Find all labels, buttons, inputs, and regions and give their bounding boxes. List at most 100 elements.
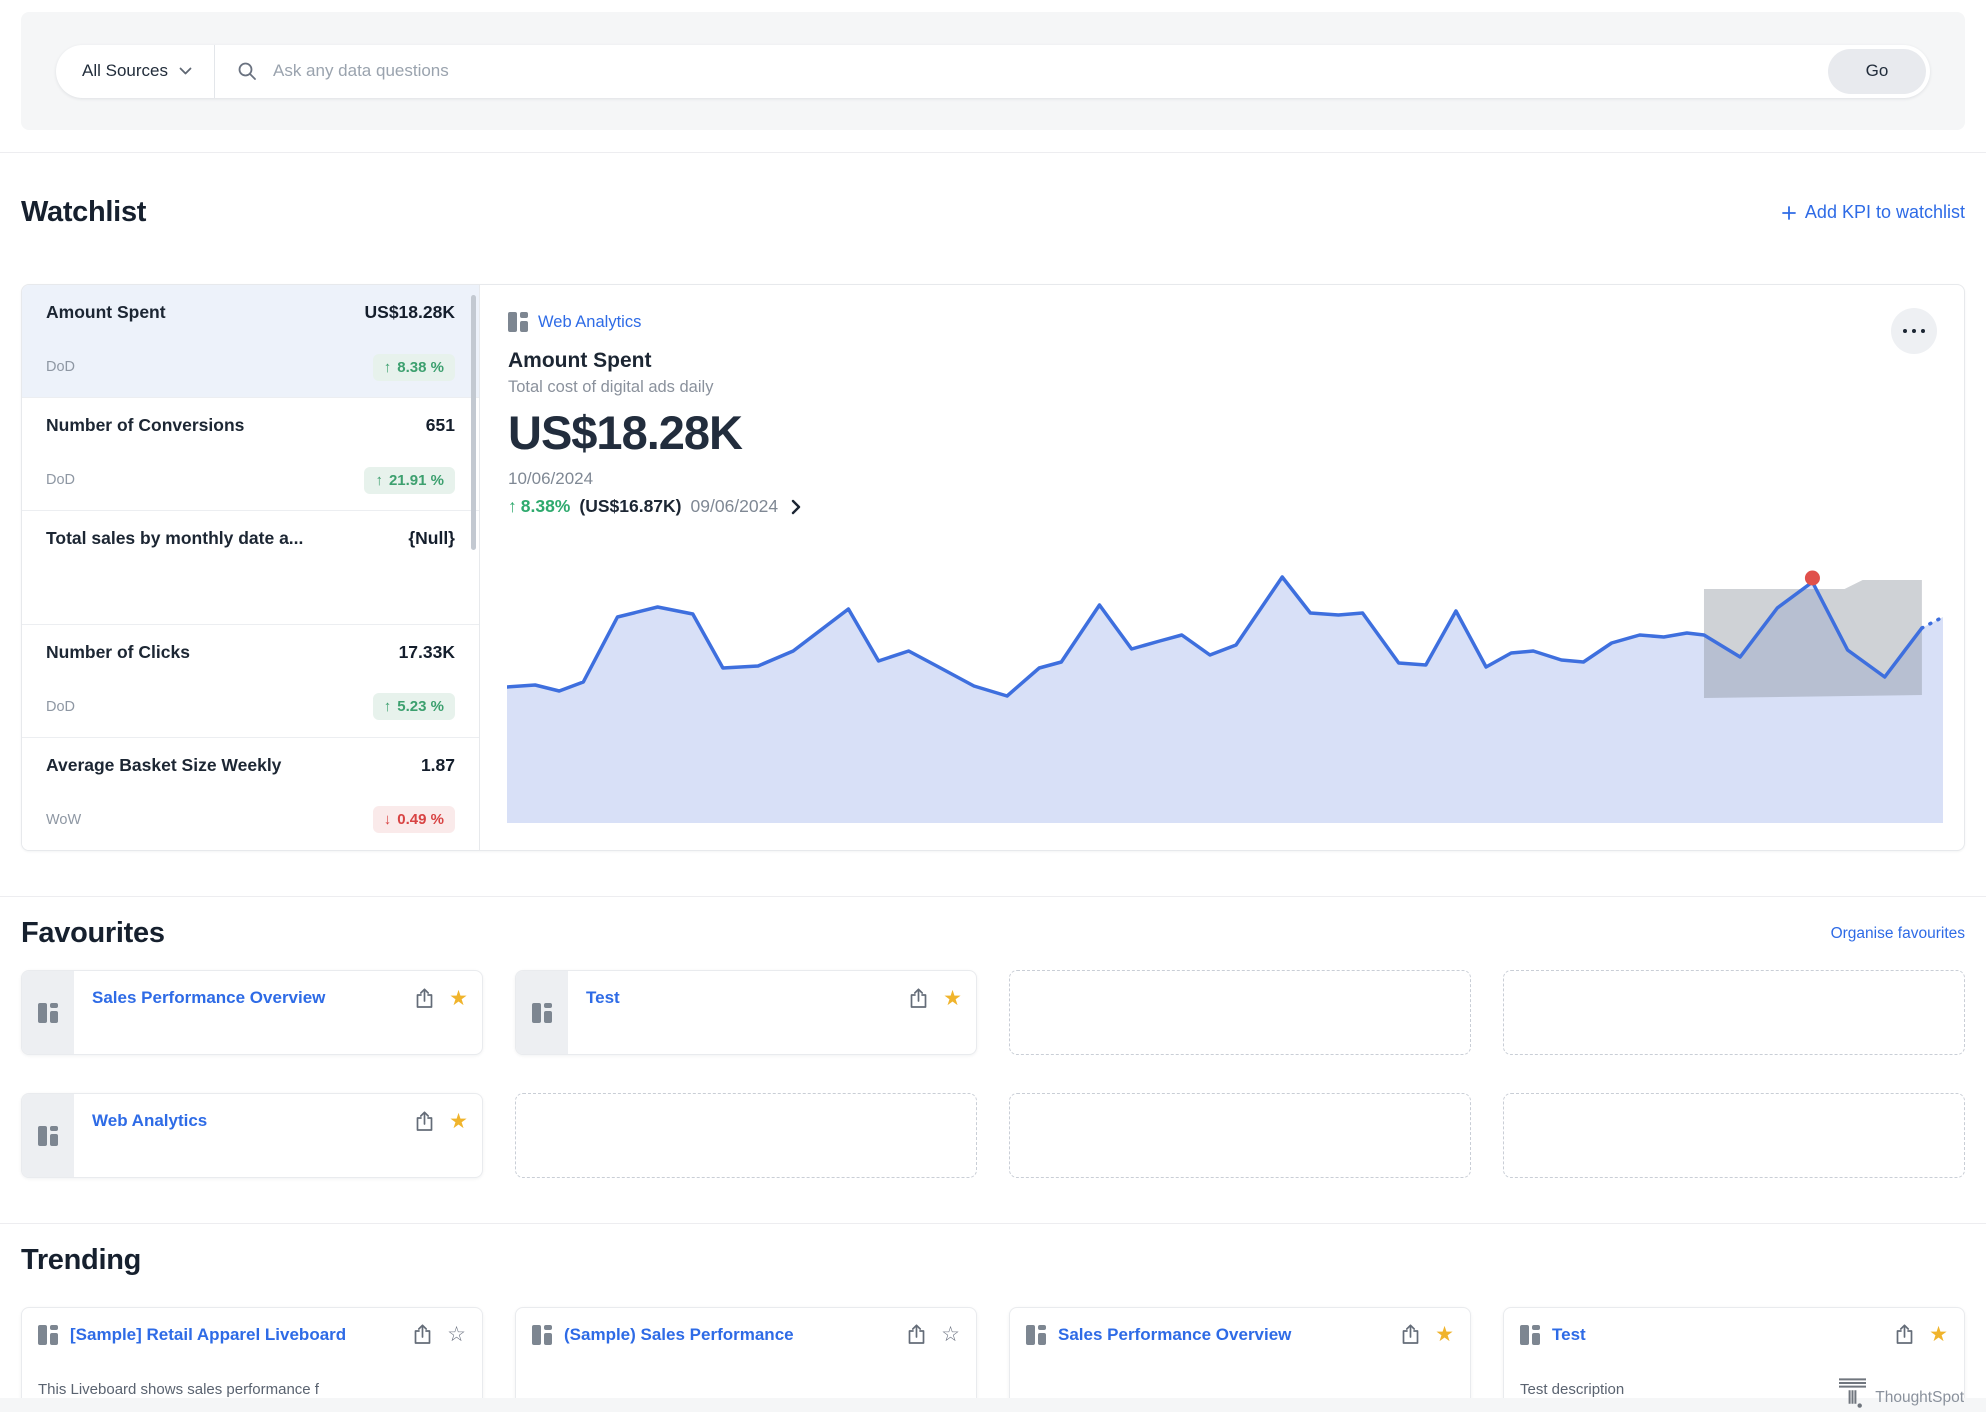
favourite-star-button[interactable] [943,988,962,1009]
trending-title-link[interactable]: Test [1552,1324,1586,1344]
favourites-title: Favourites [21,917,165,949]
detail-prev-date: 09/06/2024 [690,496,779,516]
favourite-star-button[interactable] [1929,1324,1948,1345]
liveboard-icon [532,1324,552,1345]
liveboard-icon [38,1324,58,1345]
search-input[interactable] [270,60,1828,82]
favourites-header: Favourites Organise favourites [21,917,1965,950]
kpi-row-number-of-clicks[interactable]: Number of Clicks 17.33K DoD ↑ 5.23 % [22,624,479,738]
star-filled-icon [943,988,962,1009]
kpi-row-amount-spent[interactable]: Amount Spent US$18.28K DoD ↑ 8.38 % [22,285,479,399]
arrow-up-icon: ↑ [508,496,517,516]
favourite-card-sales-performance-overview[interactable]: Sales Performance Overview [21,970,483,1055]
share-button[interactable] [1401,1324,1420,1345]
arrow-up-icon: ↑ [375,471,383,489]
kpi-change-value: 5.23 % [397,698,444,716]
star-filled-icon [449,988,468,1009]
kpi-value: 1.87 [420,754,455,775]
star-filled-icon [449,1111,468,1132]
share-icon [416,988,433,1008]
organise-favourites-link[interactable]: Organise favourites [1830,924,1965,942]
arrow-up-icon: ↑ [383,698,392,716]
share-icon [1896,1324,1913,1344]
section-divider [0,1223,1986,1224]
search-icon [238,62,256,80]
detail-change-row: ↑ 8.38% (US$16.87K) 09/06/2024 [508,496,1936,517]
source-liveboard-link[interactable]: Web Analytics [538,312,642,331]
trending-title-link[interactable]: Sales Performance Overview [1058,1324,1292,1344]
kpi-period: DoD [46,359,76,376]
share-button[interactable] [907,1324,926,1345]
go-button[interactable]: Go [1828,48,1926,94]
liveboard-icon [508,312,528,332]
add-kpi-label: Add KPI to watchlist [1804,202,1965,222]
detail-kpi-date: 10/06/2024 [508,469,594,488]
favourite-star-button[interactable] [1435,1324,1454,1345]
share-button[interactable] [413,1324,432,1345]
star-filled-icon [1929,1324,1948,1345]
favourite-star-button[interactable] [941,1324,960,1345]
kpi-period: DoD [46,472,76,489]
share-button[interactable] [415,988,434,1009]
detail-expand-button[interactable] [787,497,805,517]
trending-card-retail-apparel[interactable]: [Sample] Retail Apparel Liveboard This L… [21,1307,483,1412]
watchlist-panel: Amount Spent US$18.28K DoD ↑ 8.38 % Numbe… [21,284,1965,851]
favourite-star-button[interactable] [449,988,468,1009]
thoughtspot-logo-icon [1839,1378,1867,1408]
trending-card-sample-sales-performance[interactable]: (Sample) Sales Performance [515,1307,977,1412]
section-divider [0,152,1986,153]
arrow-up-icon: ↑ [383,358,392,376]
watchlist-scrollbar[interactable] [471,295,476,550]
kpi-change-badge: ↑ 21.91 % [364,466,455,494]
share-icon [908,1324,925,1344]
search-bar: All Sources Go [56,44,1930,98]
share-icon [416,1111,433,1131]
liveboard-icon [1520,1324,1540,1345]
more-options-button[interactable] [1891,308,1937,354]
favourite-title-link[interactable]: Web Analytics [92,1111,208,1130]
dot [1911,328,1917,334]
search-divider [213,44,215,98]
source-selector[interactable]: All Sources [56,45,214,98]
favourite-star-button[interactable] [449,1111,468,1132]
favourite-placeholder [1009,970,1471,1055]
share-button[interactable] [909,988,928,1009]
liveboard-icon [38,1002,58,1023]
favourite-card-test[interactable]: Test [515,970,977,1055]
section-divider [0,896,1986,897]
detail-kpi-value: US$18.28K [508,406,743,459]
share-icon [414,1324,431,1344]
star-filled-icon [1435,1324,1454,1345]
chevron-right-icon [791,499,801,514]
brand-watermark: ThoughtSpot [1839,1378,1964,1409]
favourite-star-button[interactable] [447,1324,466,1345]
detail-change-up: ↑ 8.38% [508,496,570,517]
trending-header: Trending [21,1244,1965,1277]
kpi-change-badge: ↑ 8.38 % [372,353,455,381]
trending-card-sales-performance-overview[interactable]: Sales Performance Overview [1009,1307,1471,1412]
share-button[interactable] [415,1111,434,1132]
kpi-row-average-basket-size[interactable]: Average Basket Size Weekly 1.87 WoW ↓ 0.4… [22,737,479,850]
kpi-row-number-of-conversions[interactable]: Number of Conversions 651 DoD ↑ 21.91 % [22,398,479,512]
trending-title-link[interactable]: [Sample] Retail Apparel Liveboard [70,1324,347,1344]
detail-kpi-title: Amount Spent [508,349,652,372]
trending-title: Trending [21,1244,142,1276]
trending-title-link[interactable]: (Sample) Sales Performance [564,1324,794,1344]
favourites-grid: Sales Performance Overview Test [21,970,1965,1178]
kpi-name: Total sales by monthly date a... [46,528,304,549]
share-icon [910,988,927,1008]
favourite-title-link[interactable]: Sales Performance Overview [92,988,326,1007]
favourite-card-web-analytics[interactable]: Web Analytics [21,1093,483,1178]
trending-grid: [Sample] Retail Apparel Liveboard This L… [21,1307,1965,1412]
liveboard-icon [1026,1324,1046,1345]
search-input-wrap [215,60,1828,82]
trending-card-test[interactable]: Test Test description [1503,1307,1965,1412]
favourite-title-link[interactable]: Test [586,988,620,1007]
watchlist-header: Watchlist Add KPI to watchlist [21,196,1965,229]
add-kpi-link[interactable]: Add KPI to watchlist [1782,202,1965,223]
dot [1902,328,1908,334]
trending-description: This Liveboard shows sales performance f [38,1381,319,1398]
share-button[interactable] [1895,1324,1914,1345]
kpi-row-total-sales[interactable]: Total sales by monthly date a... {Null} [22,511,479,625]
